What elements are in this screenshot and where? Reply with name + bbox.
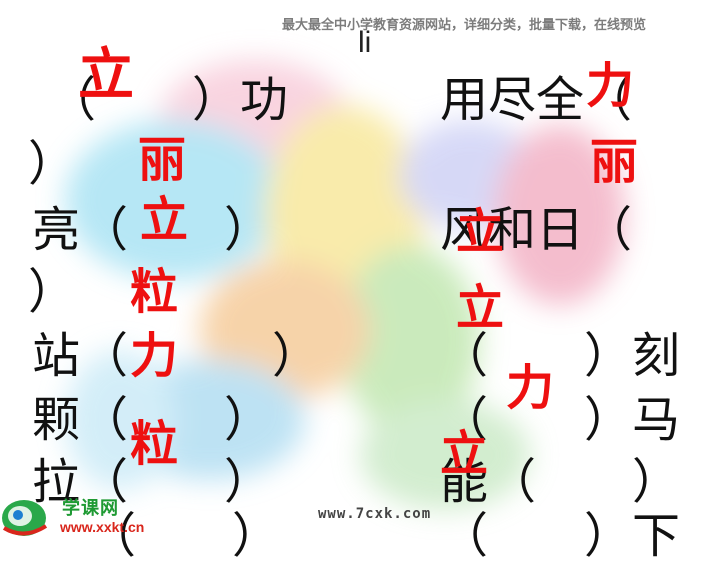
right-line-6: （ ）下 [440, 508, 681, 564]
answer-li-7: 力 [586, 58, 635, 114]
answer-li-4: 粒 [130, 264, 179, 320]
answer-li-8: 丽 [590, 134, 639, 190]
answer-li-3: 立 [140, 192, 189, 248]
left-line-3: 亮（ ） [32, 202, 273, 258]
answer-li-9: 立 [456, 204, 505, 260]
answer-li-1: 立 [78, 43, 134, 108]
answer-li-2: 丽 [138, 132, 187, 188]
right-line-5: 能（ ） [440, 454, 681, 510]
right-line-2: 风和日（ [440, 202, 633, 258]
logo-name: 学课网 [62, 498, 119, 519]
site-logo [2, 500, 48, 536]
background-art [65, 60, 625, 510]
left-line-4: ） [28, 264, 77, 320]
answer-li-10: 立 [456, 280, 505, 336]
answer-li-12: 立 [440, 426, 489, 482]
left-line-6: 颗（ ） [32, 392, 273, 448]
footer-url: www.7cxk.com [318, 506, 432, 522]
logo-url: www.xxkt.cn [60, 519, 145, 535]
answer-li-11: 力 [506, 360, 555, 416]
left-line-1: （ ）功 [48, 72, 289, 128]
answer-li-5: 力 [130, 328, 179, 384]
pinyin-label: li [358, 26, 372, 59]
left-line-2: ） [28, 136, 77, 192]
right-line-4: （ ）马 [440, 392, 681, 448]
answer-li-6: 粒 [130, 416, 179, 472]
right-line-1: 用尽全（ [440, 72, 633, 128]
left-line-7: 拉（ ） [32, 454, 273, 510]
left-line-5: 站（ ） [32, 328, 321, 384]
site-header-text: 最大最全中小学教育资源网站，详细分类，批量下载，在线预览 [282, 18, 647, 33]
right-line-3: （ ）刻 [440, 328, 681, 384]
